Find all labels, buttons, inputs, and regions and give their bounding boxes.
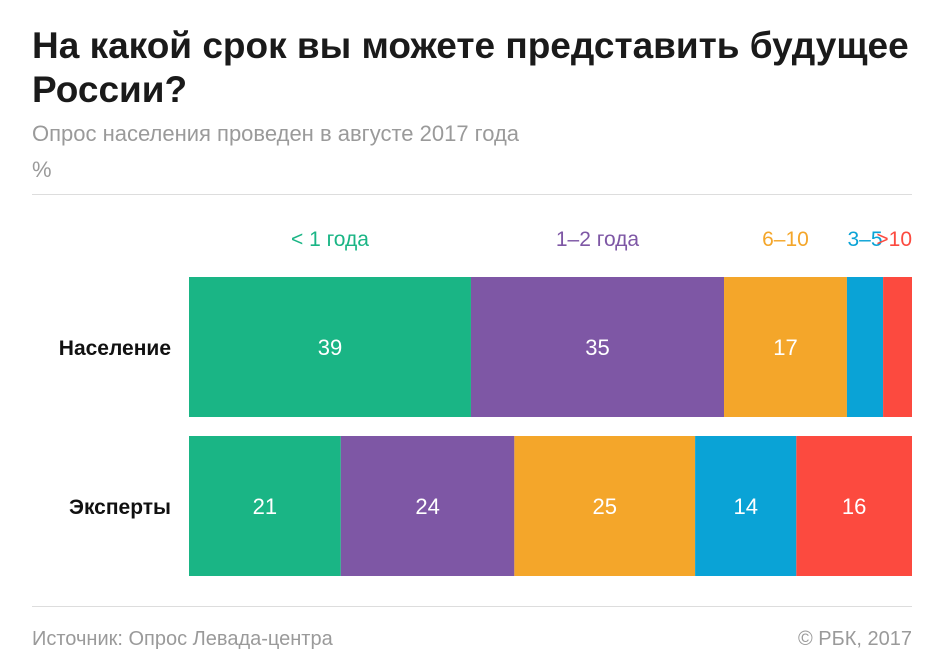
legend-label-3-5: 3–5 — [847, 228, 882, 251]
bar-segment — [883, 277, 912, 417]
legend-label-1-года: < 1 года — [291, 228, 369, 251]
chart-subtitle: Опрос населения проведен в августе 2017 … — [32, 121, 520, 146]
legend-label-1-2-года: 1–2 года — [556, 228, 640, 251]
data-label: 39 — [318, 335, 342, 360]
data-label: 25 — [592, 494, 616, 519]
stacked-bar-chart: 39 35 17 Население 21 24 25 14 16 Эксперты < 1 год… — [59, 228, 912, 576]
chart-title: На какой срок вы можете представить буду… — [32, 25, 909, 110]
bar-segment — [470, 277, 725, 417]
data-label: 16 — [842, 494, 866, 519]
bar-segment — [340, 436, 515, 576]
bar-segment — [846, 277, 884, 417]
bar-segment — [796, 436, 912, 576]
bar-segment — [189, 436, 341, 576]
source-note: Источник: Опрос Левада-центра — [32, 628, 333, 650]
data-label: 14 — [733, 494, 757, 519]
category-label: Население — [59, 337, 171, 360]
bar-segment — [189, 277, 471, 417]
bar-segment — [695, 436, 797, 576]
data-label: 17 — [773, 335, 797, 360]
top-divider — [32, 194, 912, 195]
data-label: 24 — [415, 494, 439, 519]
bottom-divider — [32, 606, 912, 607]
category-label: Эксперты — [69, 496, 171, 519]
copyright-note: © РБК, 2017 — [797, 628, 912, 650]
unit-label: % — [32, 157, 52, 182]
bar-segment — [514, 436, 696, 576]
legend-label-10: >10 — [876, 228, 912, 251]
data-label: 21 — [253, 494, 277, 519]
data-label: 35 — [585, 335, 609, 360]
legend-label-6-10: 6–10 — [762, 228, 809, 251]
bar-segment — [724, 277, 847, 417]
